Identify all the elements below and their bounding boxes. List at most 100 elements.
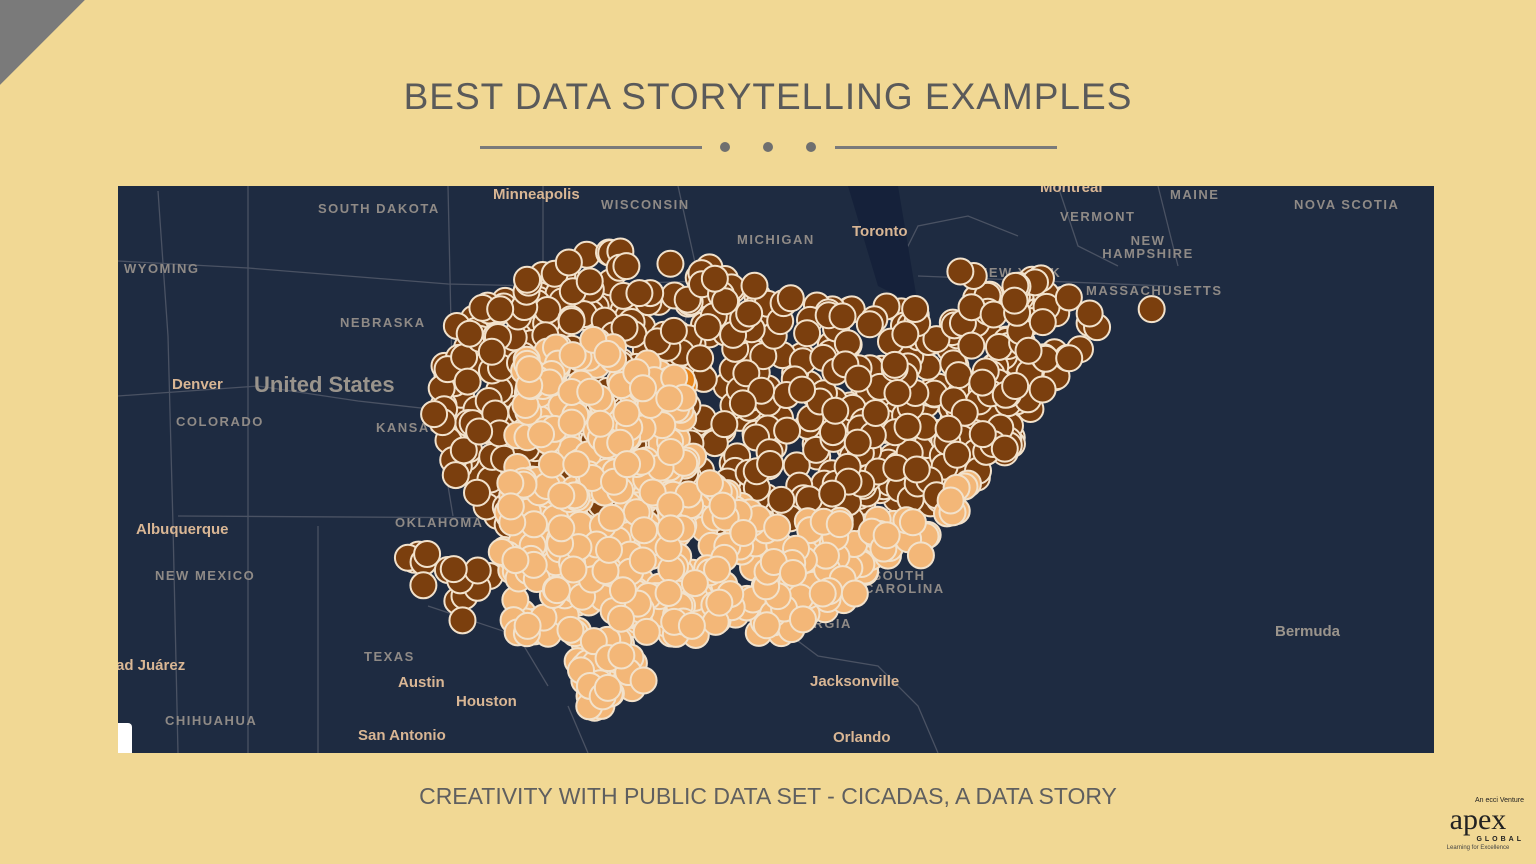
cicada-marker <box>656 437 685 466</box>
cicada-marker <box>1054 283 1083 312</box>
cicada-marker <box>656 514 685 543</box>
slide-title: BEST DATA STORYTELLING EXAMPLES <box>403 76 1133 117</box>
cicada-marker <box>595 535 624 564</box>
cicada-marker <box>486 295 515 324</box>
map-label-city: Bermuda <box>1275 623 1341 640</box>
map-label-city: Albuquerque <box>136 521 229 538</box>
cicada-marker <box>496 492 525 521</box>
cicada-marker <box>695 469 724 498</box>
cicada-marker <box>1014 336 1043 365</box>
cicada-marker <box>693 313 722 342</box>
cicada-marker <box>843 428 872 457</box>
map-label-state: MAINE <box>1170 187 1220 202</box>
cicada-marker <box>703 555 732 584</box>
cicada-marker <box>607 641 636 670</box>
cicada-marker <box>680 569 709 598</box>
cicada-marker <box>628 374 657 403</box>
cicada-marker <box>793 319 822 348</box>
cicada-marker <box>891 320 920 349</box>
cicada-marker <box>463 556 492 585</box>
cicada-marker <box>840 579 869 608</box>
cicada-marker <box>708 491 737 520</box>
map-label-state: MASSACHUSETTS <box>1086 283 1223 298</box>
cicada-marker <box>559 555 588 584</box>
cicada-marker <box>439 555 468 584</box>
cicada-marker <box>593 339 622 368</box>
cicada-marker <box>735 299 764 328</box>
map-label-state: COLORADO <box>176 414 264 429</box>
cicada-marker <box>562 450 591 479</box>
cicada-marker <box>501 546 530 575</box>
cicada-marker <box>1000 286 1029 315</box>
cicada-marker <box>901 294 930 323</box>
map-label-state: OKLAHOMA <box>395 515 484 530</box>
cicada-marker <box>659 316 688 345</box>
map-label-city: Orlando <box>833 729 891 746</box>
cicada-marker <box>556 615 585 644</box>
map-label-city: Montreal <box>1040 186 1103 196</box>
cicada-marker <box>625 279 654 308</box>
cicada-marker <box>788 375 817 404</box>
cicada-marker <box>655 384 684 413</box>
cicada-marker <box>861 399 890 428</box>
cicada-marker <box>883 379 912 408</box>
cicada-marker <box>537 450 566 479</box>
map-label-state: WYOMING <box>124 261 200 276</box>
divider-dot <box>763 142 773 152</box>
cicada-marker <box>496 469 525 498</box>
cicada-marker <box>818 479 847 508</box>
map-label-state: KANSAS <box>376 420 440 435</box>
cicada-marker <box>576 377 605 406</box>
cicada-marker <box>597 503 626 532</box>
cicada-marker <box>420 400 449 429</box>
cicada-marker <box>654 578 683 607</box>
cicada-marker <box>844 364 873 393</box>
map-label-city: Minneapolis <box>493 186 580 203</box>
cicada-marker <box>767 485 796 514</box>
cicada-marker <box>855 310 884 339</box>
cicada-marker <box>700 264 729 293</box>
cicada-marker <box>557 307 586 336</box>
cicada-marker <box>558 341 587 370</box>
cicada-marker <box>477 337 506 366</box>
cicada-marker <box>686 344 715 373</box>
map-label-city: Toronto <box>852 223 908 240</box>
cicada-marker <box>944 361 973 390</box>
cicada-marker <box>441 461 470 490</box>
cicada-marker <box>448 606 477 635</box>
cicada-marker <box>740 271 769 300</box>
cicada-marker <box>710 410 739 439</box>
cicada-marker <box>705 588 734 617</box>
cicada-marker <box>788 605 817 634</box>
divider-dot <box>806 142 816 152</box>
cicada-marker <box>776 284 805 313</box>
cicada-marker <box>957 331 986 360</box>
logo-sub: GLOBAL <box>1476 836 1524 843</box>
cicada-marker <box>630 516 659 545</box>
divider-line-right <box>835 146 1057 149</box>
cicada-marker <box>612 252 641 281</box>
cicada-map[interactable]: SOUTH DAKOTA WISCONSIN WYOMING NEBRASKA … <box>118 186 1434 753</box>
cicada-marker <box>943 440 972 469</box>
cicada-marker <box>1055 344 1084 373</box>
map-label-state: NEW MEXICO <box>155 568 256 583</box>
cicada-marker <box>677 611 706 640</box>
cicada-marker <box>533 295 562 324</box>
cicada-marker <box>455 319 484 348</box>
cicada-marker <box>872 521 901 550</box>
cicada-marker <box>756 449 785 478</box>
map-attribution-tab[interactable] <box>118 723 132 753</box>
map-label-state: NEBRASKA <box>340 315 426 330</box>
cicada-marker <box>527 420 556 449</box>
cicada-marker <box>825 510 854 539</box>
map-label-city: Austin <box>398 674 445 691</box>
cicada-marker <box>1137 295 1166 324</box>
map-label-state: MICHIGAN <box>737 232 815 247</box>
cicada-marker <box>575 267 604 296</box>
map-label-state: SOUTH DAKOTA <box>318 201 440 216</box>
cicada-marker <box>409 571 438 600</box>
cicada-marker <box>828 302 857 331</box>
cicada-marker <box>1028 308 1057 337</box>
map-label-state: CHIHUAHUA <box>165 713 258 728</box>
cicada-marker <box>547 481 576 510</box>
